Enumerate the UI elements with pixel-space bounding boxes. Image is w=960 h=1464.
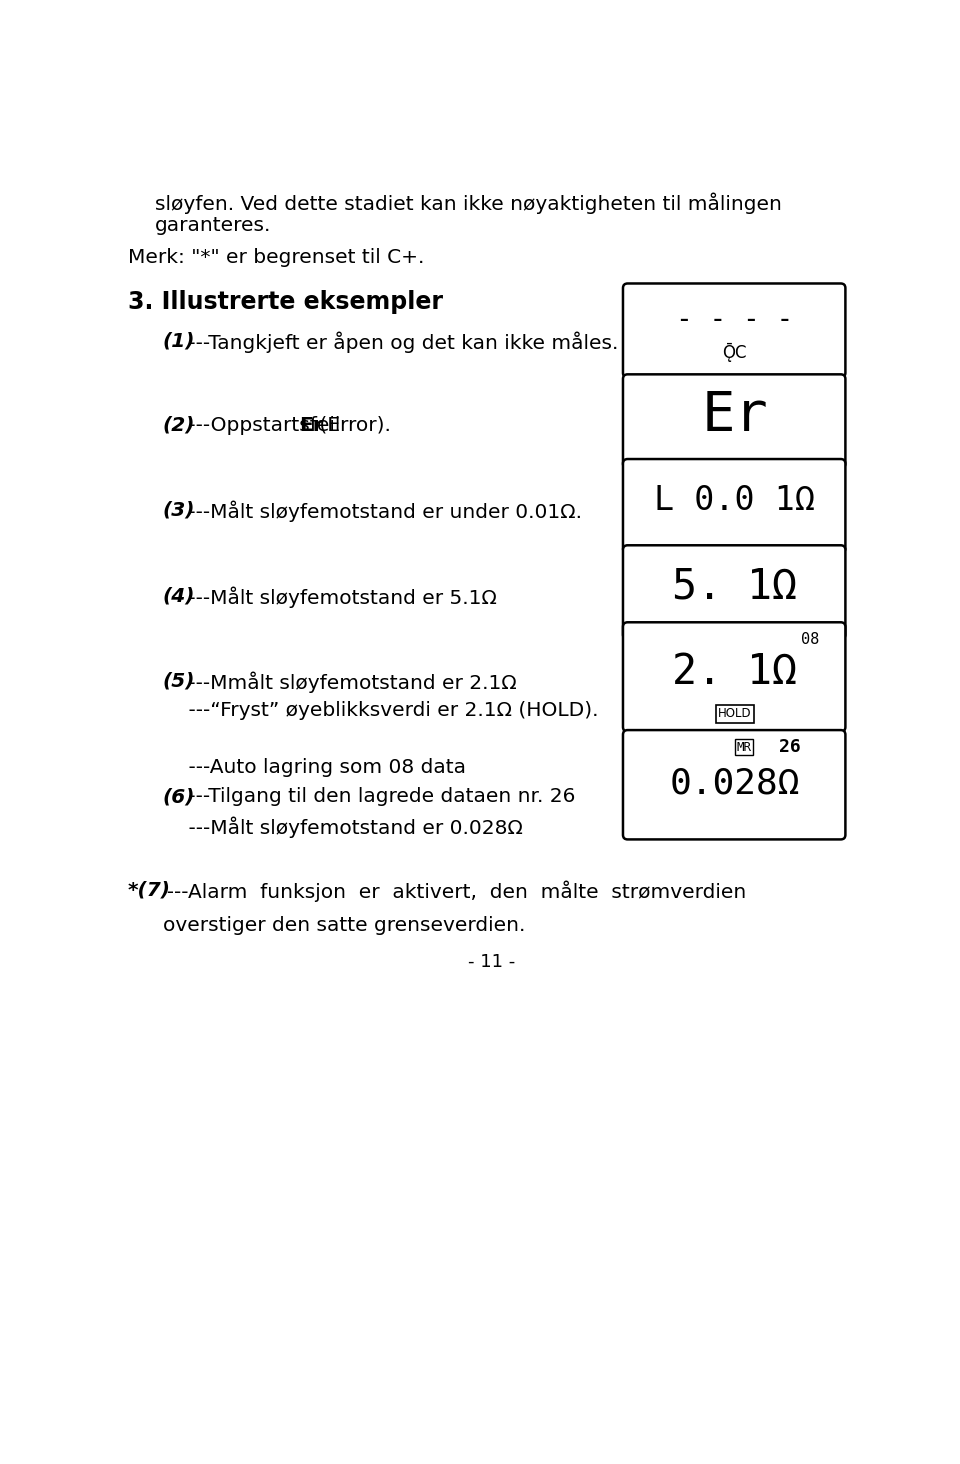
Text: (1): (1) <box>162 331 195 350</box>
Text: overstiger den satte grenseverdien.: overstiger den satte grenseverdien. <box>162 916 525 935</box>
Text: Er: Er <box>300 416 324 435</box>
Text: HOLD: HOLD <box>718 707 752 720</box>
Text: ---Tilgang til den lagrede dataen nr. 26: ---Tilgang til den lagrede dataen nr. 26 <box>182 788 576 807</box>
Text: ---Tangkjeft er åpen og det kan ikke måles.: ---Tangkjeft er åpen og det kan ikke mål… <box>182 331 618 353</box>
Text: (5): (5) <box>162 672 195 691</box>
Text: Er: Er <box>701 389 768 444</box>
Text: - - - -: - - - - <box>676 306 793 334</box>
FancyBboxPatch shape <box>623 284 846 378</box>
Text: ---Målt sløyfemotstand er under 0.01Ω.: ---Målt sløyfemotstand er under 0.01Ω. <box>182 501 582 523</box>
Text: 5. 1Ω: 5. 1Ω <box>672 567 797 608</box>
Text: (3): (3) <box>162 501 195 520</box>
Text: ---Oppstartsfeil: ---Oppstartsfeil <box>182 416 347 435</box>
Text: - 11 -: - 11 - <box>468 953 516 971</box>
Text: (6): (6) <box>162 788 195 807</box>
Text: 3. Illustrerte eksempler: 3. Illustrerte eksempler <box>128 290 443 315</box>
Text: (2): (2) <box>162 416 195 435</box>
Text: Merk: "*" er begrenset til C+.: Merk: "*" er begrenset til C+. <box>128 247 424 266</box>
Text: (4): (4) <box>162 587 195 606</box>
FancyBboxPatch shape <box>623 622 846 732</box>
Text: ---“Fryst” øyeblikksverdi er 2.1Ω (HOLD).: ---“Fryst” øyeblikksverdi er 2.1Ω (HOLD)… <box>162 701 598 720</box>
Text: *(7): *(7) <box>128 881 171 900</box>
Text: (Error).: (Error). <box>313 416 391 435</box>
FancyBboxPatch shape <box>623 375 846 468</box>
Text: 08: 08 <box>801 632 819 647</box>
Text: ---Auto lagring som 08 data: ---Auto lagring som 08 data <box>162 758 466 777</box>
Text: ---Målt sløyfemotstand er 0.028Ω: ---Målt sløyfemotstand er 0.028Ω <box>162 817 522 837</box>
Text: L 0.0 1Ω: L 0.0 1Ω <box>654 485 815 517</box>
Text: 26: 26 <box>780 738 802 755</box>
FancyBboxPatch shape <box>623 460 846 553</box>
Text: 0.028Ω: 0.028Ω <box>669 766 800 801</box>
Text: ---Målt sløyfemotstand er 5.1Ω: ---Målt sløyfemotstand er 5.1Ω <box>182 587 497 609</box>
Text: ---Mmålt sløyfemotstand er 2.1Ω: ---Mmålt sløyfemotstand er 2.1Ω <box>182 672 516 692</box>
Text: ǬC: ǬC <box>722 343 747 362</box>
Text: ---Alarm  funksjon  er  aktivert,  den  målte  strømverdien: ---Alarm funksjon er aktivert, den målte… <box>154 881 746 902</box>
Text: 2. 1Ω: 2. 1Ω <box>672 650 797 692</box>
Text: MR: MR <box>736 741 752 754</box>
FancyBboxPatch shape <box>623 545 846 640</box>
Text: garanteres.: garanteres. <box>155 215 272 234</box>
FancyBboxPatch shape <box>623 731 846 839</box>
Text: sløyfen. Ved dette stadiet kan ikke nøyaktigheten til målingen: sløyfen. Ved dette stadiet kan ikke nøya… <box>155 193 781 214</box>
